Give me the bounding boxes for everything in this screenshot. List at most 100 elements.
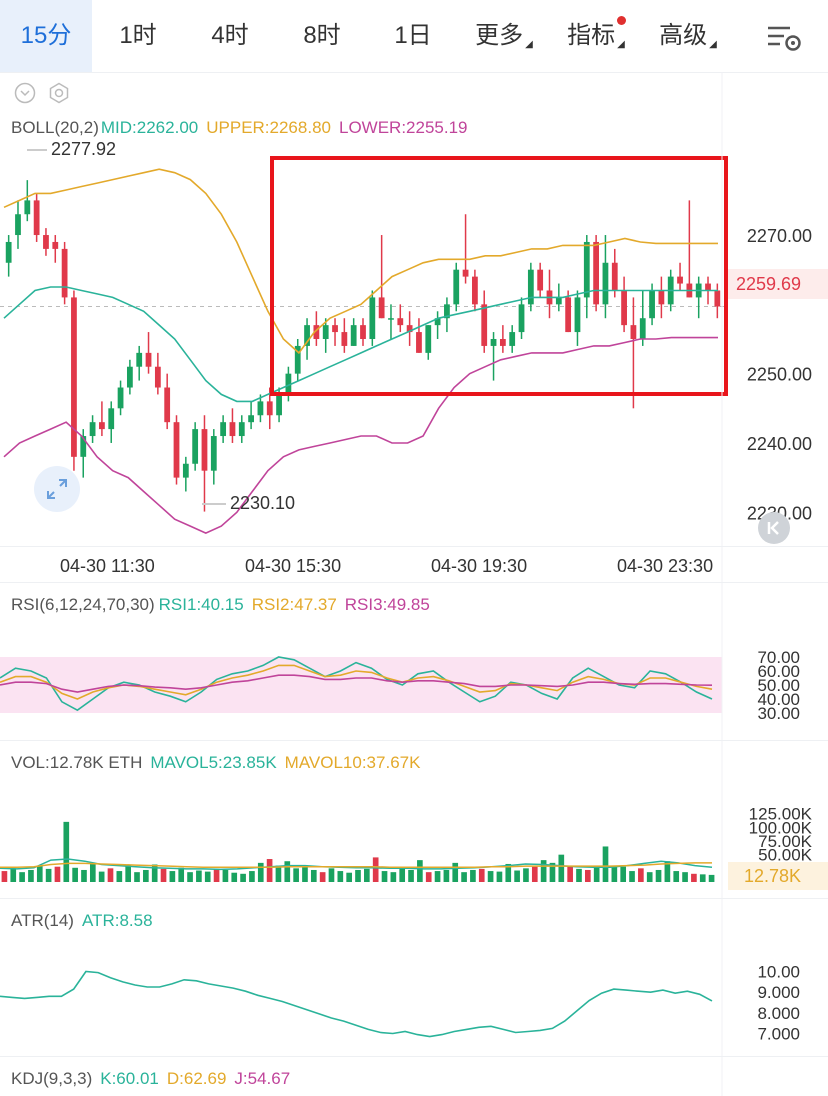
candle-body <box>686 283 693 298</box>
volume-bar <box>434 871 441 882</box>
volume-bar <box>408 869 414 882</box>
atr-name: ATR(14) <box>11 911 74 930</box>
volume-bar <box>178 867 185 882</box>
tab-label: 1时 <box>119 22 157 49</box>
volume-bar <box>496 871 503 882</box>
candle-body <box>154 366 161 388</box>
volume-bar <box>611 865 618 882</box>
expand-button[interactable] <box>34 466 80 512</box>
candle-body <box>555 297 562 305</box>
divider <box>0 1056 828 1057</box>
tab-4[interactable]: 8时 <box>276 0 368 72</box>
volume-bar <box>213 868 220 882</box>
tab-label: 更多 <box>475 22 524 49</box>
volume-bar <box>81 869 87 882</box>
volume-bar <box>470 869 476 882</box>
rsi-legend: RSI(6,12,24,70,30) RSI1:40.15 RSI2:47.37 RS… <box>11 595 438 615</box>
y-tick-label: 2270.00 <box>747 226 812 246</box>
volume-bar <box>655 869 662 882</box>
candle-body <box>481 304 488 346</box>
volume-bar <box>540 860 547 882</box>
time-label: 04-30 15:30 <box>245 556 342 576</box>
volume-bar <box>222 869 229 882</box>
tab-5[interactable]: 1日 <box>368 0 458 72</box>
volume-bar <box>125 865 132 882</box>
scroll-back-icon <box>767 521 779 535</box>
volume-bar <box>10 868 17 882</box>
tab-8[interactable]: 高级 ◢ <box>642 0 734 72</box>
volume-bar <box>673 871 680 882</box>
candle-body <box>621 290 627 326</box>
volume-bar <box>691 873 697 882</box>
volume-bar <box>558 854 565 882</box>
tab-1[interactable]: 15分 <box>0 0 92 72</box>
divider <box>0 740 828 741</box>
volume-bar <box>584 869 591 882</box>
atr-tick-label: 10.00 <box>757 963 800 982</box>
chart-settings-button[interactable] <box>738 0 828 72</box>
boll-upper-line <box>3 168 718 355</box>
volume-bar <box>302 866 308 882</box>
dropdown-triangle-icon: ◢ <box>617 39 625 50</box>
rsi-tick-label: 40.00 <box>757 690 800 709</box>
volume-bar <box>399 868 406 882</box>
candle-body <box>71 297 77 457</box>
tab-6[interactable]: 更多 ◢ <box>458 0 550 72</box>
rsi1-value: RSI1:40.15 <box>158 595 244 614</box>
boll-lower: LOWER:2255.19 <box>338 118 468 137</box>
low-price-label: 2230.10 <box>202 493 295 514</box>
candle-body <box>649 290 655 319</box>
candle-body <box>677 276 683 284</box>
candle-body <box>322 325 329 339</box>
candle-body <box>99 422 105 430</box>
mavol-line-mavol5 <box>0 858 713 871</box>
volume-bar <box>708 874 715 882</box>
candle-body <box>518 304 525 333</box>
candle-body <box>89 422 96 437</box>
tab-7[interactable]: 指标 ◢ <box>550 0 642 72</box>
candle-body <box>332 325 338 333</box>
candle-body <box>574 297 581 333</box>
kdj-name: KDJ(9,3,3) <box>11 1069 93 1088</box>
candle-body <box>462 269 469 277</box>
volume-bar <box>576 868 582 882</box>
tab-label: 15分 <box>20 22 72 49</box>
rsi-tick-label: 60.00 <box>757 662 800 681</box>
candle-body <box>192 429 199 464</box>
rsi-line-rsi3 <box>0 674 713 693</box>
volume-bar <box>417 860 423 882</box>
tab-3[interactable]: 4时 <box>184 0 276 72</box>
volume-bar <box>231 872 238 882</box>
scroll-back-button[interactable] <box>758 512 790 544</box>
volume-bar <box>63 821 70 882</box>
candle-body <box>266 401 273 416</box>
volume-bar <box>151 864 158 882</box>
gear-icon[interactable] <box>48 82 70 104</box>
candle-body <box>276 394 282 416</box>
chevron-down-icon[interactable] <box>14 82 36 104</box>
volume-bar <box>284 861 291 882</box>
candle-body <box>304 325 310 346</box>
candle-body <box>220 422 227 437</box>
volume-bar <box>257 862 264 882</box>
tab-label: 高级 <box>659 22 708 49</box>
tab-2[interactable]: 1时 <box>92 0 184 72</box>
tab-label: 1日 <box>394 22 432 49</box>
chart-settings-icon <box>768 26 801 51</box>
volume-bar <box>346 872 352 882</box>
time-label: 04-30 19:30 <box>431 556 528 576</box>
volume-bar <box>593 865 600 882</box>
rsi-tick-label: 50.00 <box>757 676 800 695</box>
candle-body <box>238 422 245 437</box>
volume-bar <box>45 868 52 882</box>
vol-legend: VOL:12.78K ETH MAVOL5:23.85K MAVOL10:37.67… <box>11 753 428 773</box>
atr-tick-label: 9.000 <box>757 983 800 1002</box>
volume-bar <box>390 872 397 882</box>
boll-upper: UPPER:2268.80 <box>206 118 331 137</box>
tab-label: 指标 <box>567 22 616 49</box>
atr-tick-label: 8.000 <box>757 1004 800 1023</box>
indicator-icon-row <box>14 82 70 104</box>
volume-bar <box>629 871 635 882</box>
candle-body <box>714 290 721 307</box>
atr-value: ATR:8.58 <box>81 911 153 930</box>
